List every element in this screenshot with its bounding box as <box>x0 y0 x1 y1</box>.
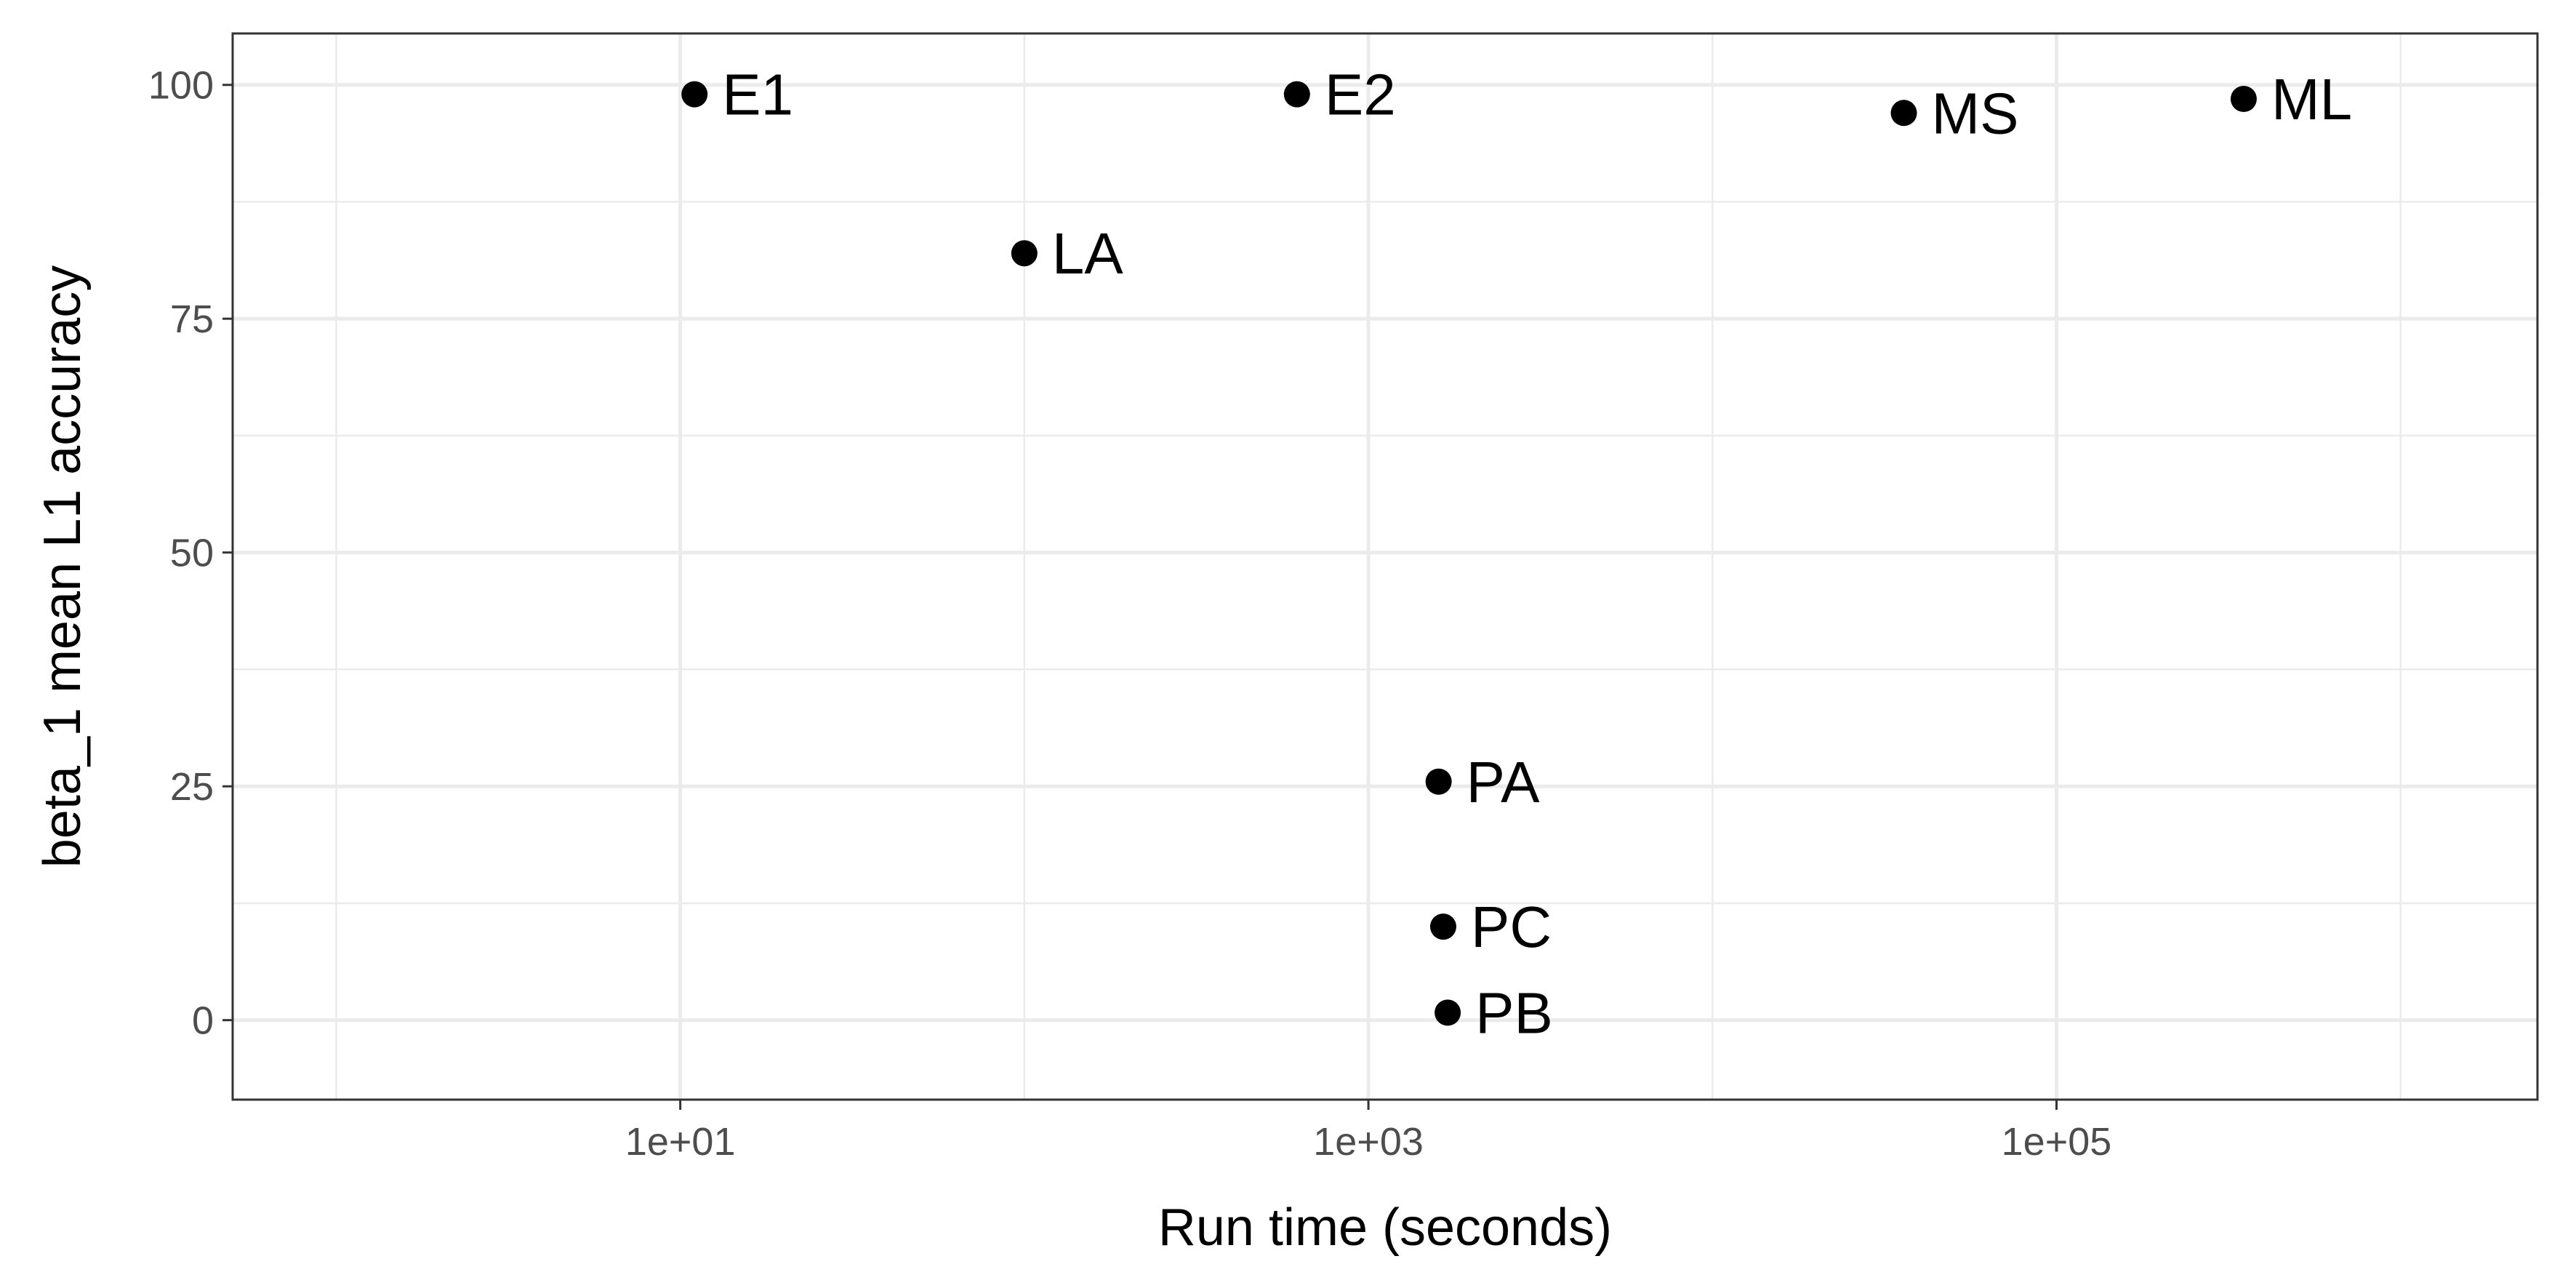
data-point-label: PB <box>1475 980 1553 1045</box>
data-point-label: ML <box>2271 67 2352 132</box>
data-point <box>1011 240 1038 267</box>
data-point <box>1425 768 1452 795</box>
x-tick-label: 1e+05 <box>2002 1120 2112 1164</box>
data-point <box>681 81 708 108</box>
y-axis-title: beta_1 mean L1 accuracy <box>33 265 92 868</box>
y-tick-label: 25 <box>170 765 214 809</box>
data-point <box>1435 999 1461 1026</box>
data-point <box>1429 913 1456 940</box>
data-point-label: LA <box>1052 221 1123 286</box>
data-point-label: E2 <box>1325 63 1396 127</box>
data-points: E1 E2 LA MS ML PA PC PB <box>681 63 2352 1045</box>
data-point-label: MS <box>1932 81 2019 145</box>
y-tick-label: 0 <box>192 999 214 1043</box>
data-point <box>1890 100 1917 127</box>
x-axis-title: Run time (seconds) <box>1158 1199 1612 1257</box>
data-point <box>1283 81 1310 108</box>
data-point-label: PA <box>1466 750 1540 815</box>
data-point-label: E1 <box>722 63 793 127</box>
data-point-label: PC <box>1471 895 1552 959</box>
grid-lines <box>233 33 2537 1100</box>
x-tick-label: 1e+03 <box>1313 1120 1424 1164</box>
axis-ticks: 1e+01 1e+03 1e+05 0 25 50 75 100 <box>148 64 2111 1164</box>
y-tick-label: 100 <box>148 64 214 108</box>
x-tick-label: 1e+01 <box>625 1120 736 1164</box>
y-tick-label: 50 <box>170 532 214 575</box>
data-point <box>2230 86 2257 113</box>
y-tick-label: 75 <box>170 297 214 341</box>
plot-panel-border <box>231 32 2539 1101</box>
